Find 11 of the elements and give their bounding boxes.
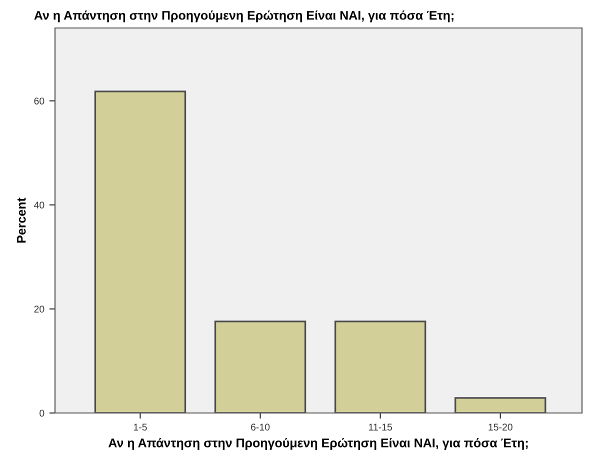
x-tick-label: 1-5 (134, 424, 147, 431)
y-tick-label: 40 (34, 202, 44, 209)
x-tick-label: 15-20 (488, 424, 512, 431)
x-tick-label: 6-10 (251, 424, 270, 431)
chart-title: Αν η Απάντηση στην Προηγούμενη Ερώτηση Είναι ΝΑΙ, για πόσα Έτη; (34, 10, 454, 22)
y-tick-label: 0 (40, 410, 44, 417)
y-axis-title: Percent (17, 198, 26, 243)
y-tick-label: 20 (34, 306, 44, 313)
x-axis-title: Αν η Απάντηση στην Προηγούμενη Ερώτηση Είναι ΝΑΙ, για πόσα Έτη; (108, 438, 528, 450)
y-tick-label: 60 (34, 98, 44, 104)
x-tick-label: 11-15 (368, 424, 392, 431)
